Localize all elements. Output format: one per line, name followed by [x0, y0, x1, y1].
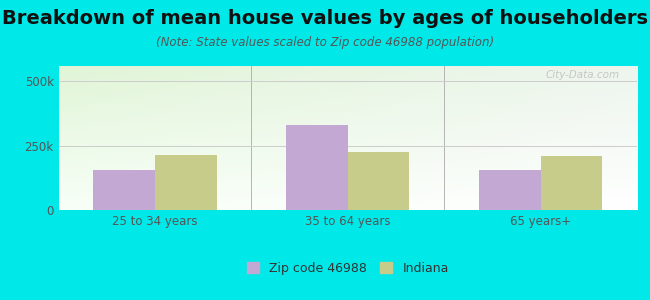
- Text: City-Data.com: City-Data.com: [545, 70, 619, 80]
- Bar: [155, 155, 216, 210]
- Text: (Note: State values scaled to Zip code 46988 population): (Note: State values scaled to Zip code 4…: [156, 36, 494, 49]
- Bar: [348, 152, 410, 210]
- Bar: [93, 170, 155, 210]
- Text: Breakdown of mean house values by ages of householders: Breakdown of mean house values by ages o…: [2, 9, 648, 28]
- Bar: [286, 125, 348, 210]
- Bar: [479, 170, 541, 210]
- Bar: [541, 156, 603, 210]
- Legend: Zip code 46988, Indiana: Zip code 46988, Indiana: [243, 258, 452, 279]
